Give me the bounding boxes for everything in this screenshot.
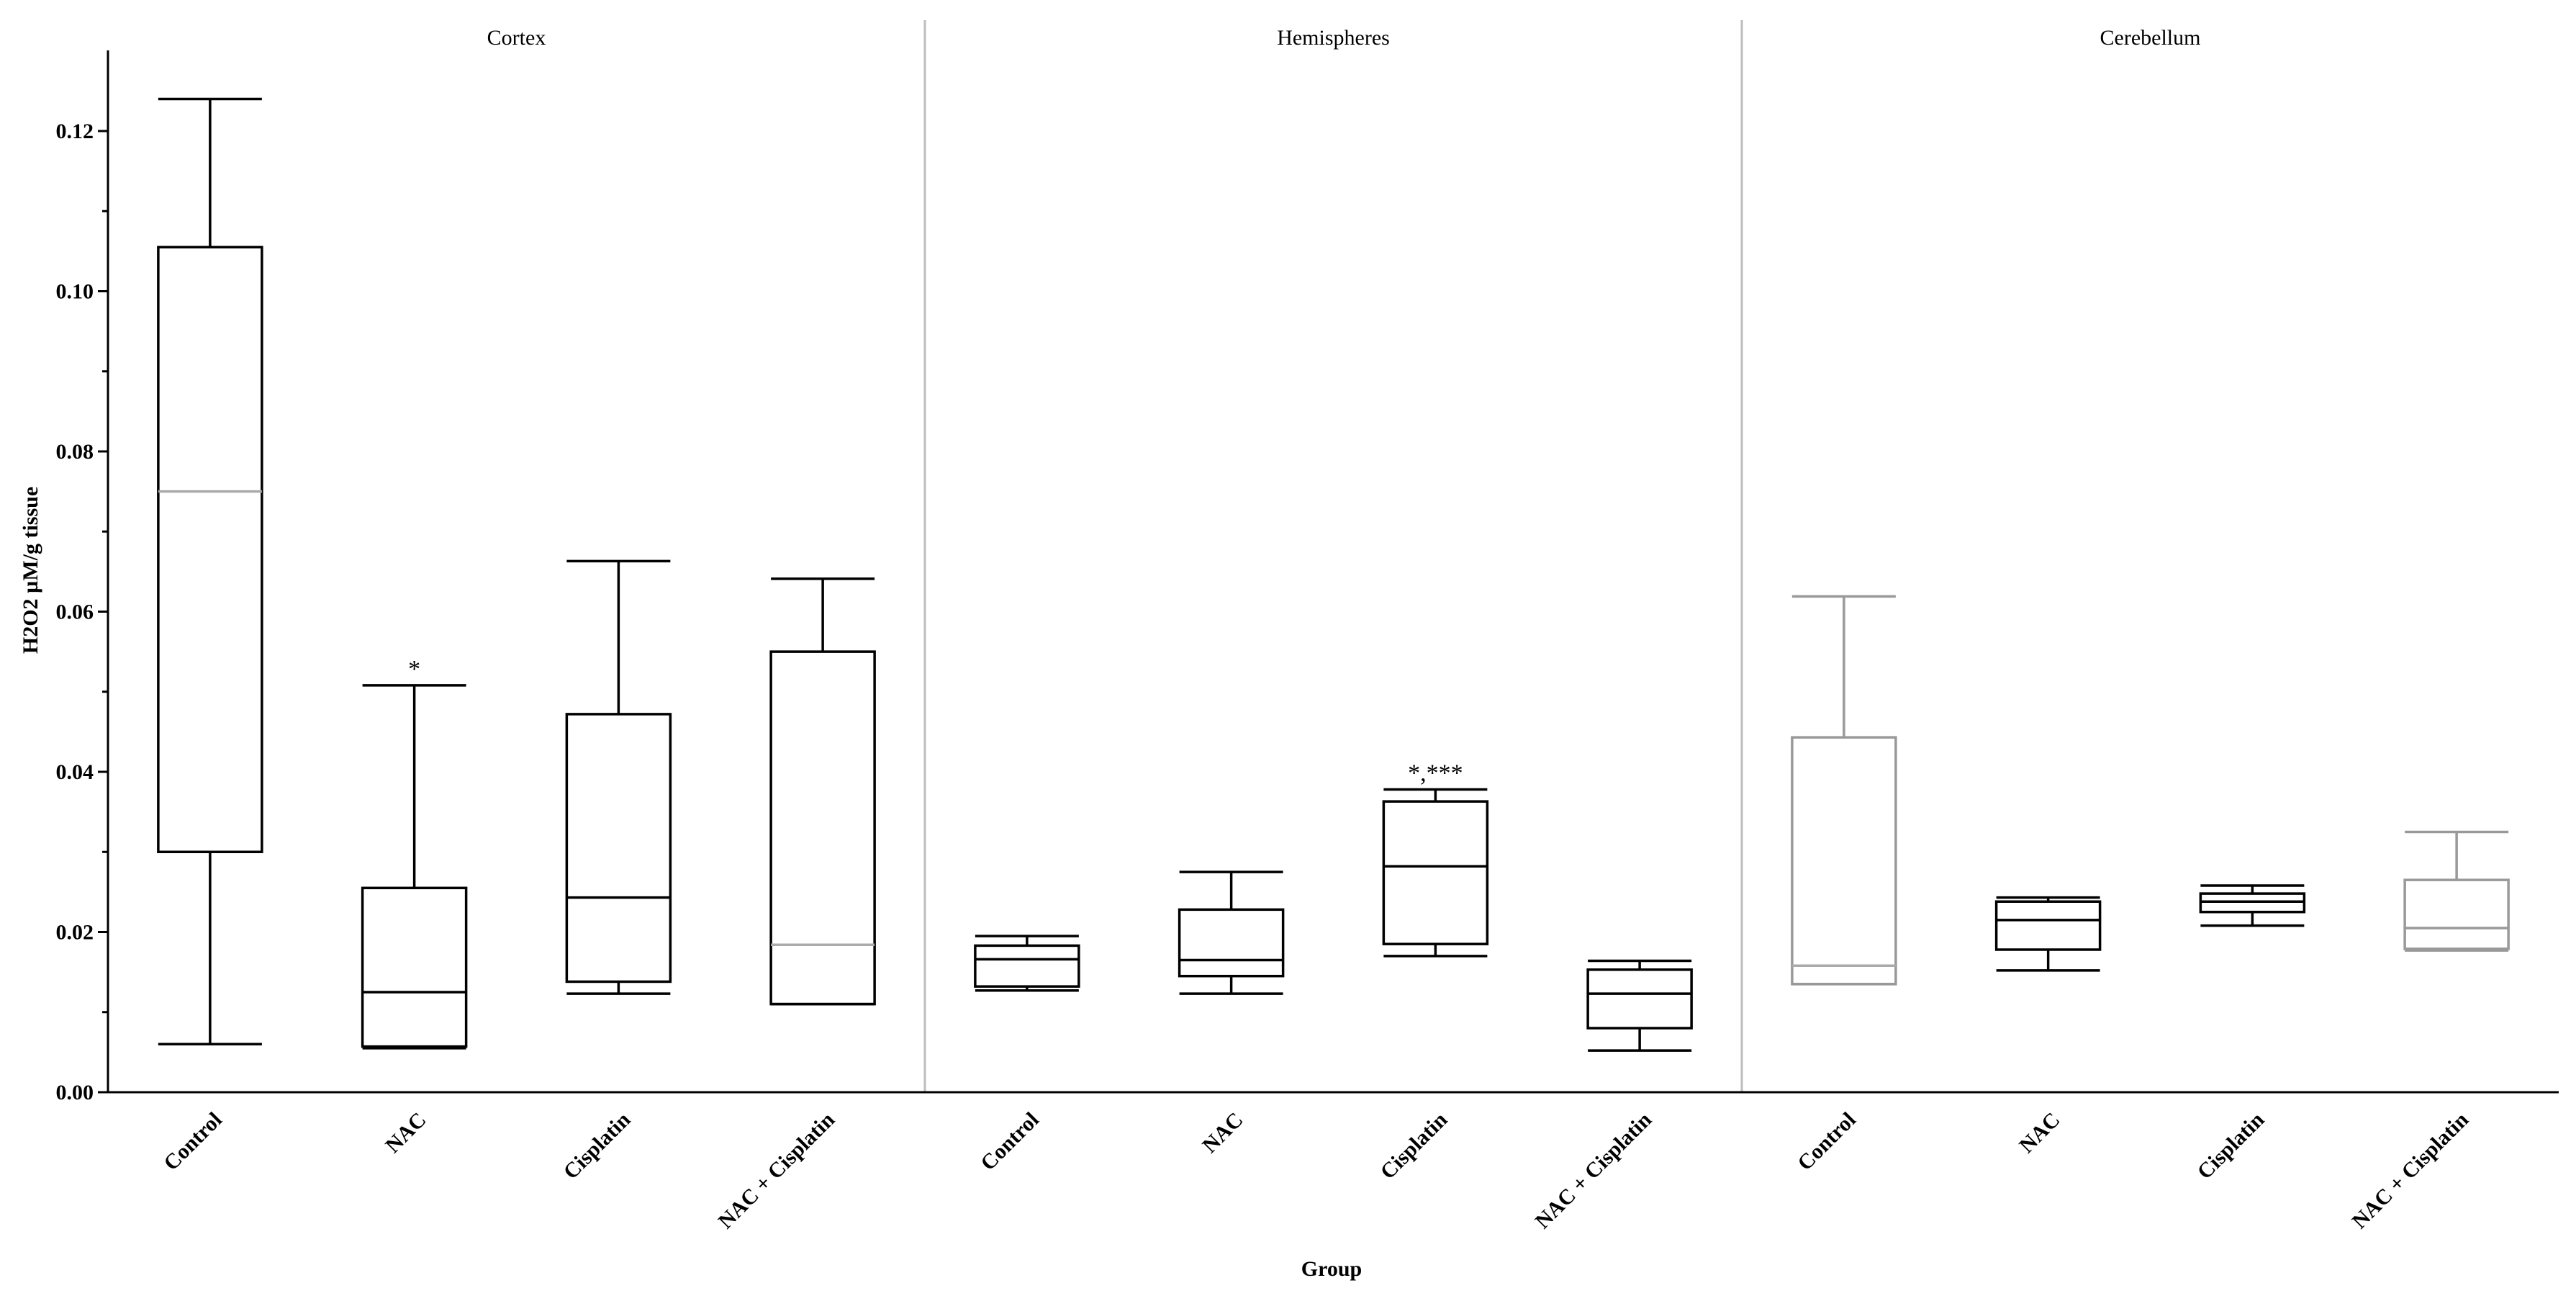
- iqr-box: [769, 650, 876, 1006]
- box-hemispheres-3: [1586, 959, 1693, 1052]
- iqr-box: [1791, 736, 1897, 986]
- x-tick-label: NAC: [381, 1108, 430, 1158]
- y-tick-label: 0.04: [56, 760, 94, 784]
- panel-titles: Cortex Hemispheres Cerebellum: [487, 26, 2201, 50]
- box-hemispheres-1: [1178, 870, 1285, 995]
- x-axis-title: Group: [1301, 1257, 1362, 1281]
- x-tick-label: Control: [1793, 1108, 1861, 1176]
- y-tick-label: 0.10: [56, 280, 94, 304]
- x-tick-label: Control: [976, 1108, 1044, 1176]
- significance-annotation: *: [408, 656, 420, 683]
- iqr-box: [974, 944, 1080, 988]
- iqr-box: [565, 713, 672, 983]
- box-cerebellum-3: [2403, 830, 2510, 952]
- box-series: * *,***: [157, 97, 2510, 1052]
- iqr-box: [1178, 908, 1285, 978]
- significance-annotation: *,***: [1408, 760, 1463, 786]
- box-cerebellum-2: [2199, 884, 2306, 927]
- box-cortex-2: [565, 559, 672, 995]
- x-tick-label: Cisplatin: [2192, 1107, 2269, 1184]
- x-tick-label: Cisplatin: [1375, 1107, 1452, 1184]
- x-tick-label: Control: [159, 1108, 227, 1176]
- panel-title-cortex: Cortex: [487, 26, 546, 50]
- x-tick-labels: Control NAC Cisplatin NAC + Cisplatin Contro…: [159, 1107, 2473, 1233]
- box-cortex-1: *: [361, 656, 468, 1050]
- y-tick-label: 0.06: [56, 600, 94, 624]
- iqr-box: [1994, 900, 2102, 951]
- y-tick-label: 0.02: [56, 921, 94, 945]
- x-tick-label: NAC + Cisplatin: [714, 1107, 840, 1233]
- x-tick-label: NAC: [1198, 1108, 1247, 1158]
- y-tick-label: 0.08: [56, 440, 94, 464]
- box-cortex-3: [769, 577, 876, 1006]
- box-cerebellum-0: [1791, 595, 1897, 986]
- iqr-box: [2403, 878, 2510, 950]
- y-tick-label: 0.00: [56, 1081, 94, 1104]
- y-axis: 0.00 0.02 0.04 0.06 0.08 0.10 0.12: [56, 50, 109, 1104]
- x-tick-label: NAC: [2015, 1108, 2064, 1158]
- x-tick-label: NAC + Cisplatin: [2348, 1107, 2474, 1233]
- y-axis-title: H2O2 µM/g tissue: [19, 487, 42, 654]
- box-cerebellum-1: [1994, 896, 2102, 972]
- iqr-box: [157, 246, 263, 853]
- iqr-box: [1586, 968, 1693, 1030]
- y-tick-label: 0.12: [56, 120, 94, 143]
- panel-title-cerebellum: Cerebellum: [2100, 26, 2201, 50]
- iqr-box: [361, 886, 468, 1048]
- box-hemispheres-2: *,***: [1382, 760, 1489, 958]
- panel-separators: [923, 20, 1743, 1092]
- x-tick-label: Cisplatin: [559, 1107, 635, 1184]
- box-hemispheres-0: [974, 935, 1080, 992]
- panel-title-hemispheres: Hemispheres: [1277, 26, 1390, 50]
- box-cortex-0: [157, 97, 263, 1045]
- iqr-box: [1382, 800, 1489, 945]
- x-tick-label: NAC + Cisplatin: [1531, 1107, 1657, 1233]
